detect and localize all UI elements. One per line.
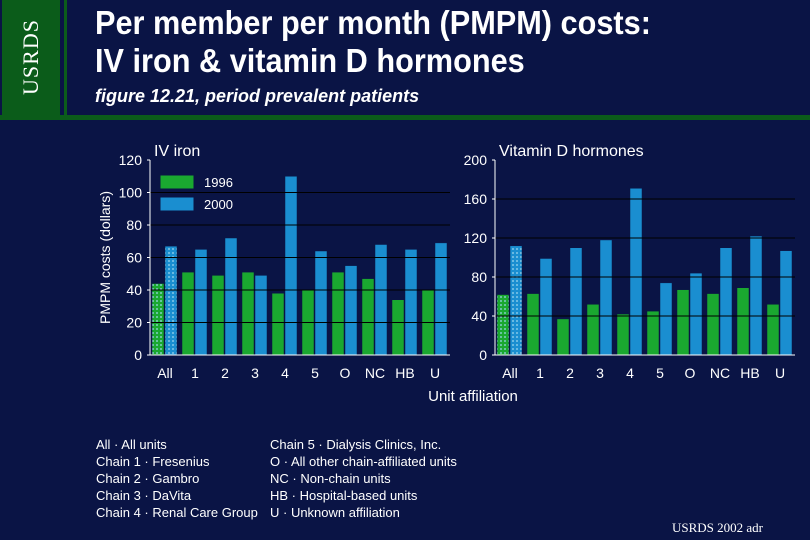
bar-2000-1 (539, 258, 553, 356)
bar-2000-4 (284, 176, 298, 356)
x-tick-label: U (775, 365, 785, 381)
bar-2000-5 (659, 282, 673, 356)
bar-2000-NC (719, 247, 733, 356)
x-tick-label: O (685, 365, 696, 381)
bar-2000-HB (404, 249, 418, 356)
bar-2000-3 (599, 239, 613, 356)
legend-note: Chain 5 · Dialysis Clinics, Inc. (270, 437, 442, 452)
x-tick-label: 4 (626, 365, 634, 381)
sidebar-band (2, 0, 63, 115)
y-tick-label: 20 (126, 315, 142, 331)
y-tick-label: 40 (471, 308, 487, 324)
bar-2000-2 (569, 247, 583, 356)
y-tick-label: 100 (119, 185, 143, 201)
x-tick-label: 1 (536, 365, 544, 381)
bar-1996-4 (616, 313, 630, 356)
bar-2000-All (509, 245, 523, 356)
x-tick-label: 3 (251, 365, 259, 381)
x-tick-label: All (157, 365, 173, 381)
legend-label: 2000 (204, 197, 233, 212)
legend-note: NC · Non-chain units (270, 471, 391, 486)
y-axis-label: PMPM costs (dollars) (97, 191, 113, 324)
x-tick-label: 2 (221, 365, 229, 381)
bar-1996-O (676, 289, 690, 356)
page-subtitle: figure 12.21, period prevalent patients (95, 86, 420, 106)
bar-2000-5 (314, 250, 328, 356)
y-tick-label: 120 (464, 230, 488, 246)
legend-swatch-2000 (159, 196, 195, 212)
y-tick-label: 40 (126, 282, 142, 298)
bar-2000-2 (224, 237, 238, 356)
y-tick-label: 0 (479, 347, 487, 363)
title-line-2: IV iron & vitamin D hormones (95, 42, 525, 79)
bar-1996-4 (271, 293, 285, 356)
chart-title: Vitamin D hormones (499, 143, 644, 160)
sidebar-decoration: USRDS (0, 0, 68, 118)
bar-1996-5 (646, 310, 660, 356)
bar-2000-O (344, 265, 358, 356)
bar-2000-1 (194, 249, 208, 356)
title-line-1: Per member per month (PMPM) costs: (95, 4, 651, 41)
bar-1996-HB (391, 299, 405, 356)
vertical-divider (64, 0, 67, 118)
bar-2000-HB (749, 235, 763, 356)
y-tick-label: 200 (464, 152, 488, 168)
page-title: Per member per month (PMPM) costs: IV ir… (95, 4, 651, 80)
legend-note: Chain 1 · Fresenius (96, 454, 210, 469)
bar-1996-All (496, 294, 510, 356)
bar-1996-2 (556, 318, 570, 356)
y-tick-label: 160 (464, 191, 488, 207)
x-axis-label: Unit affiliation (428, 388, 518, 405)
bar-1996-1 (526, 293, 540, 356)
footer-credit: USRDS 2002 adr (672, 520, 764, 535)
x-tick-label: 5 (656, 365, 664, 381)
y-tick-label: 0 (134, 347, 142, 363)
bar-1996-All (151, 283, 165, 356)
y-tick-label: 120 (119, 152, 143, 168)
x-tick-label: 4 (281, 365, 289, 381)
y-tick-label: 80 (126, 217, 142, 233)
x-tick-label: HB (395, 365, 414, 381)
y-tick-label: 60 (126, 250, 142, 266)
bar-1996-1 (181, 271, 195, 356)
x-tick-label: 1 (191, 365, 199, 381)
x-tick-label: O (340, 365, 351, 381)
legend-note: HB · Hospital-based units (270, 488, 418, 503)
x-tick-label: 2 (566, 365, 574, 381)
horizontal-divider (0, 115, 810, 120)
x-tick-label: NC (710, 365, 730, 381)
x-tick-label: U (430, 365, 440, 381)
legend-note: Chain 4 · Renal Care Group (96, 505, 258, 520)
bar-1996-NC (706, 293, 720, 356)
x-tick-label: All (502, 365, 518, 381)
legend-note: Chain 3 · DaVita (96, 488, 192, 503)
bar-2000-All (164, 245, 178, 356)
bar-2000-NC (374, 244, 388, 356)
bar-2000-4 (629, 188, 643, 356)
chart-title: IV iron (154, 143, 200, 160)
x-tick-label: 5 (311, 365, 319, 381)
bar-1996-3 (241, 271, 255, 356)
legend-label: 1996 (204, 175, 233, 190)
y-tick-label: 80 (471, 269, 487, 285)
legend-swatch-1996 (159, 174, 195, 190)
bar-2000-3 (254, 275, 268, 356)
legend-note: Chain 2 · Gambro (96, 471, 200, 486)
bar-1996-3 (586, 304, 600, 356)
legend-note: U · Unknown affiliation (270, 505, 400, 520)
legend-note: O · All other chain-affiliated units (270, 454, 457, 469)
bar-2000-O (689, 272, 703, 356)
bar-1996-HB (736, 287, 750, 356)
bar-2000-U (779, 250, 793, 356)
legend-note: All · All units (96, 437, 167, 452)
bar-2000-U (434, 242, 448, 356)
x-tick-label: HB (740, 365, 759, 381)
bar-1996-U (766, 304, 780, 356)
bar-1996-O (331, 271, 345, 356)
x-tick-label: NC (365, 365, 385, 381)
bar-1996-2 (211, 275, 225, 356)
x-tick-label: 3 (596, 365, 604, 381)
